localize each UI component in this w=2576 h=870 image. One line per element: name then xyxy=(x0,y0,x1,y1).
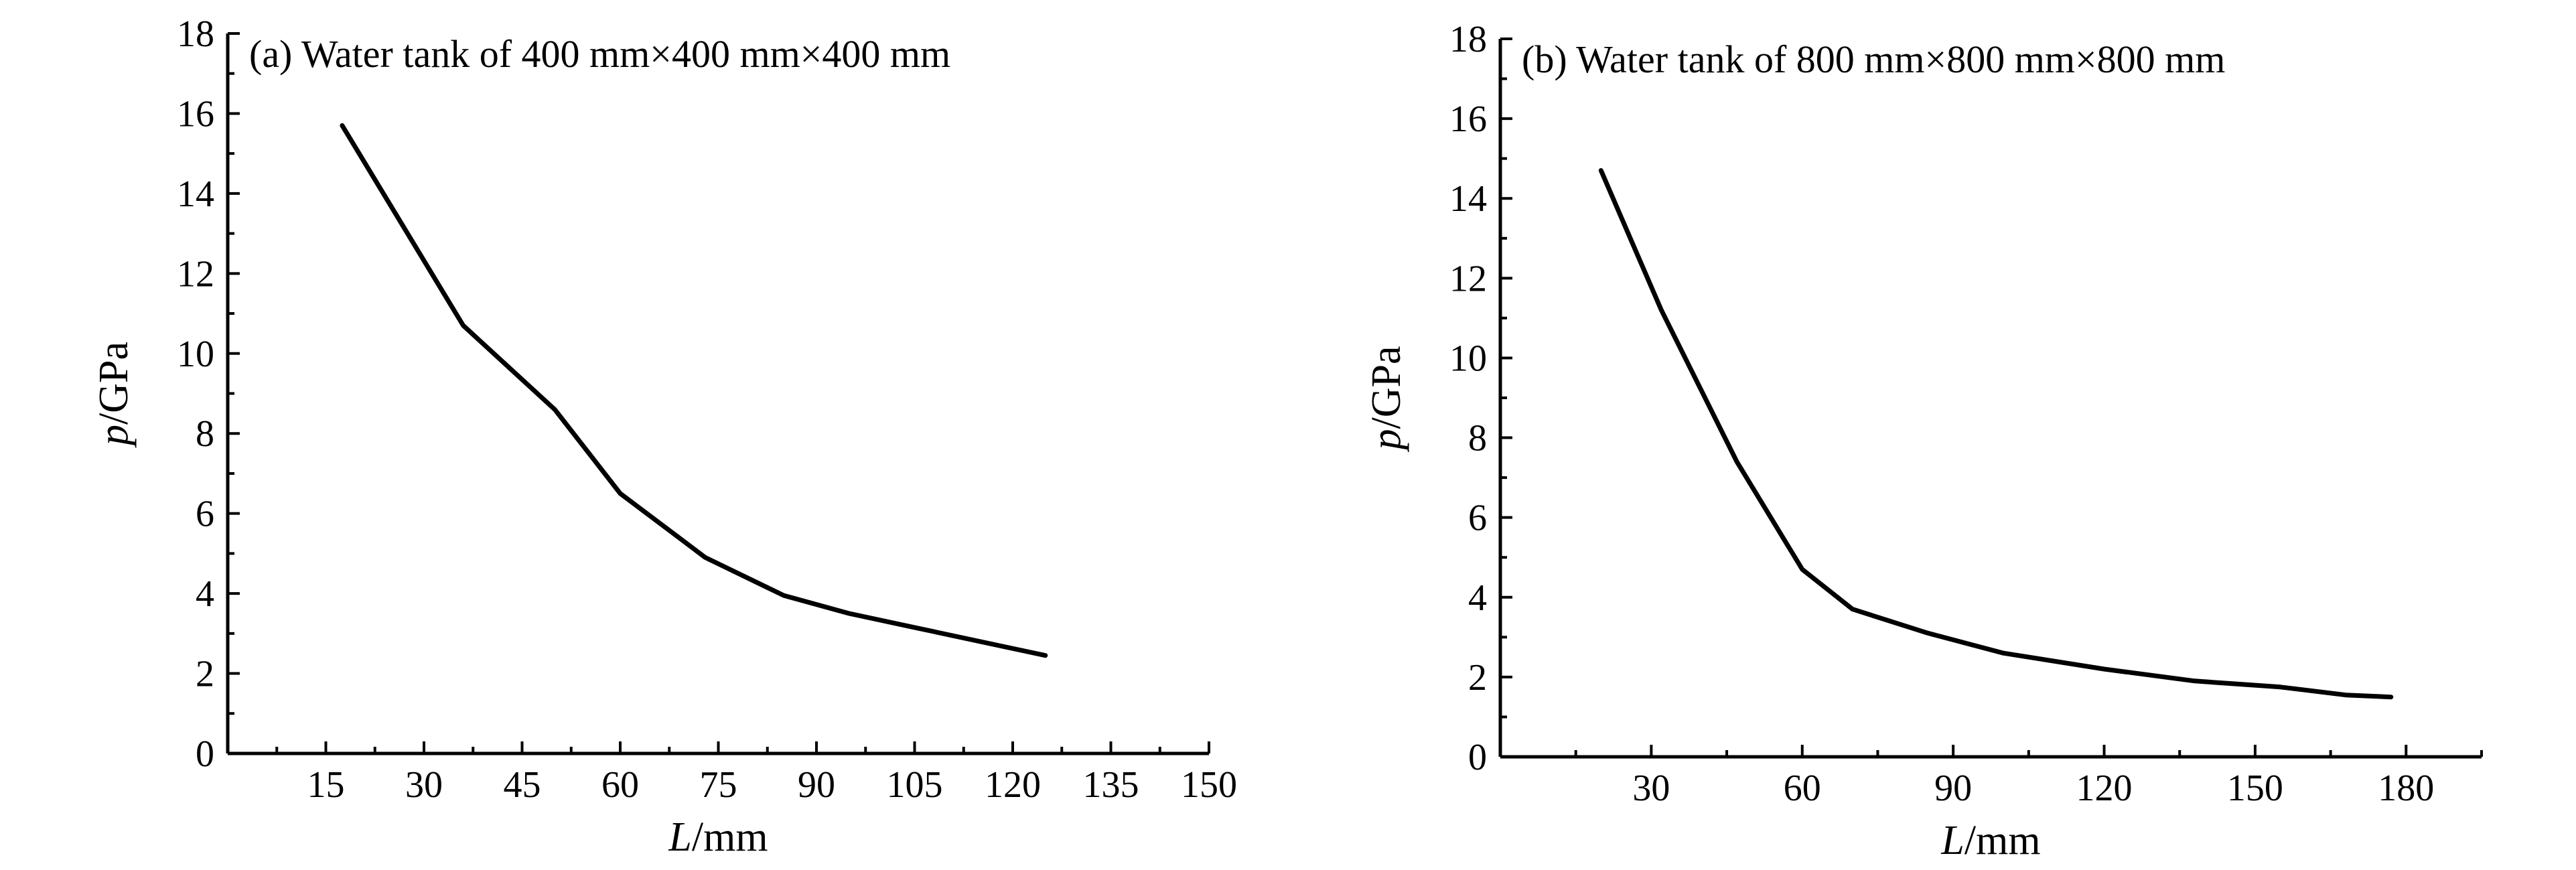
y-tick-label: 8 xyxy=(196,413,214,455)
y-tick-label: 10 xyxy=(177,334,214,375)
x-tick-label: 180 xyxy=(2378,768,2434,809)
y-tick-label: 6 xyxy=(196,494,214,535)
x-tick-label: 120 xyxy=(985,764,1041,806)
y-tick-label: 8 xyxy=(1468,418,1487,459)
y-axis-label: p/GPa xyxy=(91,342,137,448)
y-tick-label: 14 xyxy=(1449,178,1487,220)
x-tick-label: 30 xyxy=(1632,768,1670,809)
x-tick-label: 30 xyxy=(405,764,443,806)
x-tick-label: 90 xyxy=(798,764,835,806)
y-tick-label: 14 xyxy=(177,173,214,215)
y-tick-label: 18 xyxy=(1449,19,1487,60)
y-tick-label: 18 xyxy=(177,13,214,55)
chart-title: (a) Water tank of 400 mm×400 mm×400 mm xyxy=(249,32,950,76)
y-tick-label: 12 xyxy=(177,253,214,295)
x-tick-label: 150 xyxy=(1181,764,1237,806)
x-tick-label: 135 xyxy=(1083,764,1139,806)
series-line xyxy=(1598,168,2394,700)
x-tick-label: 105 xyxy=(887,764,943,806)
y-tick-label: 16 xyxy=(1449,98,1487,140)
chart-panel-a: 0 2 4 6 8 10 12 14 16 18 15 30 45 60 75 90 105 120 135 150 (… xyxy=(91,13,1237,860)
y-tick-label: 2 xyxy=(1468,657,1487,699)
series-line xyxy=(340,123,1048,658)
y-tick-label: 2 xyxy=(196,654,214,695)
y-tick-label: 6 xyxy=(1468,498,1487,539)
x-tick-label: 150 xyxy=(2227,768,2283,809)
y-axis-label: p/GPa xyxy=(1364,346,1409,453)
y-tick-label: 12 xyxy=(1449,258,1487,299)
x-tick-label: 15 xyxy=(307,764,345,806)
y-tick-label: 0 xyxy=(1468,737,1487,778)
x-tick-label: 90 xyxy=(1934,768,1972,809)
x-tick-label: 120 xyxy=(2076,768,2133,809)
x-tick-label: 75 xyxy=(700,764,737,806)
x-tick-label: 45 xyxy=(504,764,541,806)
y-tick-label: 10 xyxy=(1449,338,1487,379)
y-tick-label: 16 xyxy=(177,93,214,135)
x-tick-label: 60 xyxy=(1784,768,1821,809)
x-axis-label: L/mm xyxy=(668,814,768,860)
x-tick-label: 60 xyxy=(601,764,639,806)
y-tick-label: 4 xyxy=(1468,577,1487,619)
y-tick-label: 4 xyxy=(196,573,214,615)
x-axis-label: L/mm xyxy=(1940,818,2040,863)
chart-panel-b: 0 2 4 6 8 10 12 14 16 18 30 60 90 120 150 180 (b) Water … xyxy=(1364,19,2483,863)
chart-title: (b) Water tank of 800 mm×800 mm×800 mm xyxy=(1522,38,2225,81)
y-tick-label: 0 xyxy=(196,733,214,775)
